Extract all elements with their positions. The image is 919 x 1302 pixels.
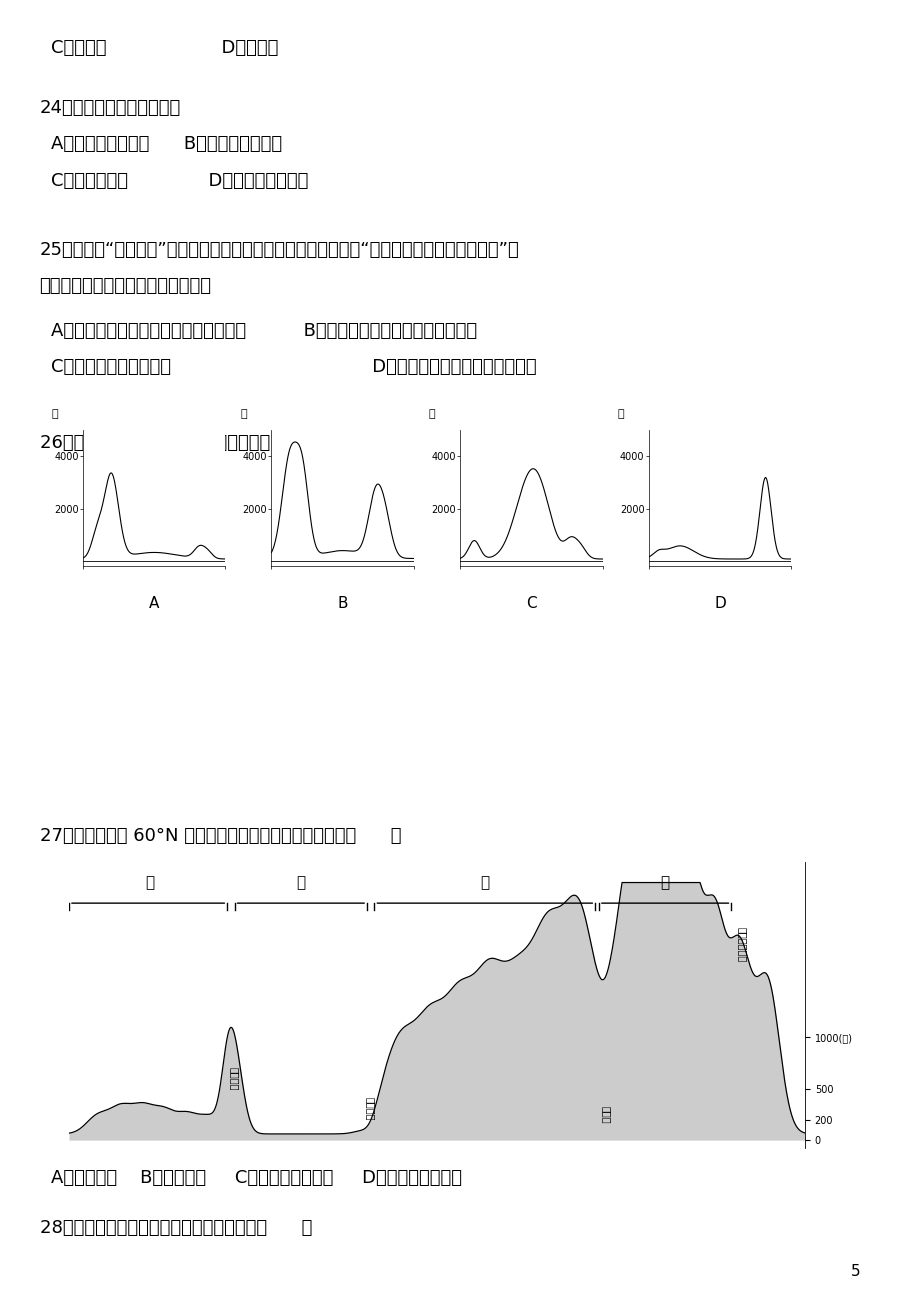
Text: A、澳大利亚是一个岛国，位于印度洋上          B、澳大利亚靠近南极洲，气候寒冷: A、澳大利亚是一个岛国，位于印度洋上 B、澳大利亚靠近南极洲，气候寒冷 — [51, 322, 476, 340]
Text: A．西欧平原    B．东欧平原     C．西西伯利亚平原     D．东西伯利亚平原: A．西欧平原 B．东欧平原 C．西西伯利亚平原 D．东西伯利亚平原 — [51, 1169, 461, 1187]
Text: 面是同学们谈得内容，其中正确的是: 面是同学们谈得内容，其中正确的是 — [40, 277, 211, 296]
Text: 米: 米 — [240, 409, 246, 419]
Text: C．乳畧带                    D．玉米带: C．乳畧带 D．玉米带 — [51, 39, 278, 57]
Text: C．生产科技化              D．产品高度商品化: C．生产科技化 D．产品高度商品化 — [51, 172, 308, 190]
Text: 丙: 丙 — [480, 875, 489, 889]
Text: 乙: 乙 — [296, 875, 305, 889]
Text: 叶尼塞河: 叶尼塞河 — [366, 1098, 375, 1121]
Text: 26、北美洲自西向东沿 40°N 纬线的地形剖面图正确的是: 26、北美洲自西向东沿 40°N 纬线的地形剖面图正确的是 — [40, 434, 345, 452]
Text: 米: 米 — [51, 409, 58, 419]
Text: 米: 米 — [617, 409, 623, 419]
Text: 勒拿河: 勒拿河 — [601, 1105, 610, 1124]
Text: 28、有关下列四个国家的叙述，不正确的是（      ）: 28、有关下列四个国家的叙述，不正确的是（ ） — [40, 1219, 312, 1237]
Text: A: A — [149, 596, 159, 612]
Text: 25、在学习“澳大利亚”这课内容时，地理老师提出了一个问题：“谈谈你印象中的澳大利亚。”下: 25、在学习“澳大利亚”这课内容时，地理老师提出了一个问题：“谈谈你印象中的澳大… — [40, 241, 518, 259]
Text: C: C — [526, 596, 536, 612]
Text: 外贝加尔山脉: 外贝加尔山脉 — [737, 927, 746, 962]
Text: 5: 5 — [850, 1263, 859, 1279]
Text: 乌拉尔山: 乌拉尔山 — [229, 1066, 239, 1090]
Text: 27、读信罗斯沿 60°N 地形剖面图，甲区域的地形名称为（      ）: 27、读信罗斯沿 60°N 地形剖面图，甲区域的地形名称为（ ） — [40, 827, 401, 845]
Text: D: D — [713, 596, 725, 612]
Text: B: B — [337, 596, 347, 612]
Text: 24、该图可反映美国农业的: 24、该图可反映美国农业的 — [40, 99, 181, 117]
Text: 丁: 丁 — [660, 875, 669, 889]
Text: 甲: 甲 — [145, 875, 154, 889]
Text: C、澳大利亚位于北半球                                   D、澳大利亚地广人稀、经济发达: C、澳大利亚位于北半球 D、澳大利亚地广人稀、经济发达 — [51, 358, 536, 376]
Text: 米: 米 — [428, 409, 435, 419]
Text: A．地区生产专业化      B．生产过程机械化: A．地区生产专业化 B．生产过程机械化 — [51, 135, 281, 154]
